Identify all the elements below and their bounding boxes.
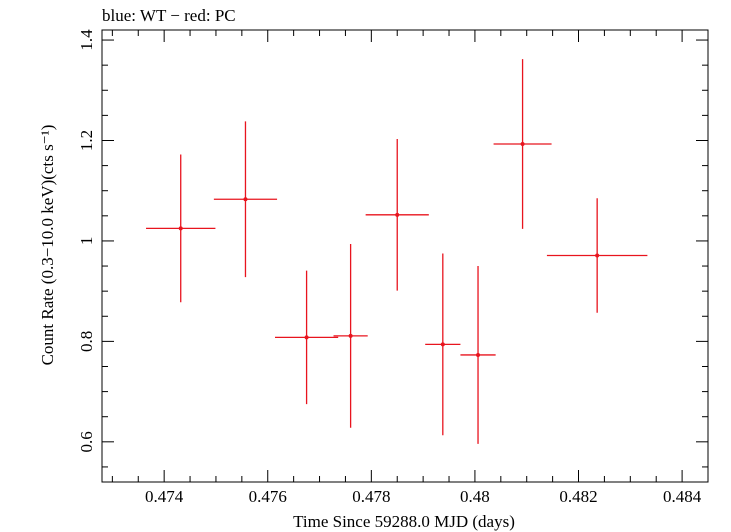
data-point	[274, 270, 339, 405]
data-point	[425, 253, 461, 436]
y-tick-label: 1.2	[77, 130, 96, 151]
chart-header-legend: blue: WT − red: PC	[102, 6, 236, 25]
x-tick-label: 0.476	[249, 487, 287, 506]
data-point	[146, 154, 216, 303]
data-marker	[395, 212, 400, 217]
data-marker	[348, 333, 353, 338]
data-marker	[243, 197, 248, 202]
data-marker	[440, 342, 445, 347]
x-tick-label: 0.48	[460, 487, 490, 506]
data-marker	[304, 335, 309, 340]
y-tick-label: 0.6	[77, 431, 96, 452]
plot-frame	[101, 29, 709, 483]
data-point	[493, 59, 552, 229]
data-marker	[520, 142, 525, 147]
x-tick-label: 0.474	[145, 487, 184, 506]
x-tick-label: 0.478	[352, 487, 390, 506]
axis-ticks-group: 0.474 0.476 0.478 0.48 0.482 0.484 0.6 0.8 1 1.2 1…	[77, 29, 709, 506]
data-point	[333, 243, 368, 428]
data-point	[213, 121, 278, 278]
data-points-group	[146, 59, 648, 444]
data-marker	[178, 226, 183, 231]
x-axis-label: Time Since 59288.0 MJD (days)	[293, 512, 515, 531]
x-tick-label: 0.482	[559, 487, 597, 506]
plot-frame-group	[101, 29, 709, 483]
data-point	[460, 266, 496, 444]
y-tick-label: 0.8	[77, 331, 96, 352]
data-marker	[595, 253, 600, 258]
x-tick-label: 0.484	[663, 487, 702, 506]
data-point	[546, 198, 648, 313]
data-point	[365, 138, 429, 291]
data-marker	[476, 352, 481, 357]
y-axis-label: Count Rate (0.3−10.0 keV)(cts s⁻¹)	[38, 125, 57, 366]
y-tick-label: 1.4	[77, 29, 96, 51]
y-tick-label: 1	[77, 237, 96, 246]
